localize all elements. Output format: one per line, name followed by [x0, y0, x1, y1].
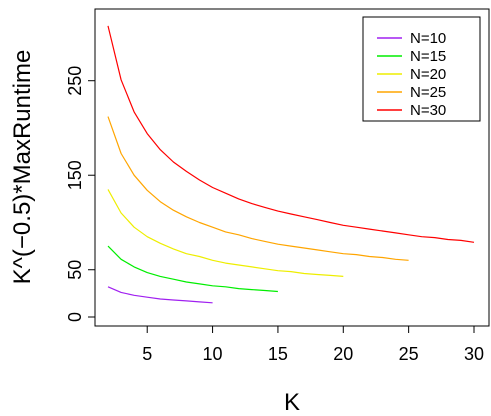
legend-label: N=15	[410, 48, 446, 65]
x-tick-label: 10	[203, 344, 223, 364]
y-tick-label: 250	[65, 66, 85, 96]
series-line-n-20	[107, 189, 344, 277]
y-tick-label: 150	[65, 160, 85, 190]
y-tick-label: 50	[65, 260, 85, 280]
x-tick-label: 20	[333, 344, 353, 364]
legend-label: N=25	[410, 84, 446, 101]
x-tick-label: 25	[399, 344, 419, 364]
y-tick-label: 0	[65, 312, 85, 322]
x-tick-label: 15	[268, 344, 288, 364]
series-line-n-25	[107, 116, 409, 261]
series-line-n-10	[107, 286, 213, 304]
legend-entries: N=10N=15N=20N=25N=30	[377, 30, 446, 119]
y-axis: 0 50 150 250	[65, 66, 96, 322]
series-line-n-15	[107, 245, 278, 293]
legend-label: N=20	[410, 66, 446, 83]
y-axis-title: K^(−0.5)*MaxRuntime	[9, 50, 36, 285]
series-line-n-30	[107, 25, 475, 243]
x-axis: 5 10 15 20 25 30	[142, 325, 484, 364]
legend: N=10N=15N=20N=25N=30	[362, 16, 481, 122]
legend-label: N=10	[410, 30, 446, 47]
x-tick-label: 30	[464, 344, 484, 364]
x-axis-title: K	[284, 389, 300, 416]
legend-label: N=30	[410, 102, 446, 119]
legend-box	[362, 16, 481, 122]
series-lines	[107, 25, 475, 304]
x-tick-label: 5	[142, 344, 152, 364]
